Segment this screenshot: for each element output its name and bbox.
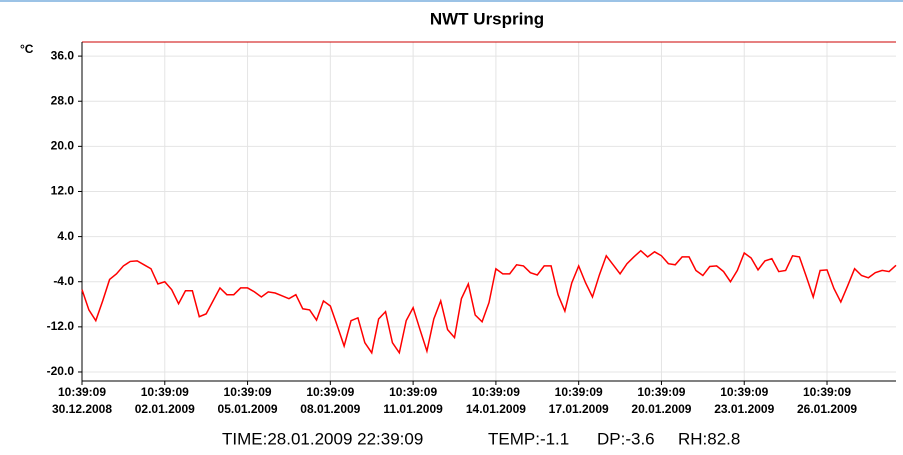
x-tick-label: 14.01.2009 xyxy=(466,402,526,416)
x-tick-label: 05.01.2009 xyxy=(218,402,278,416)
status-time: TIME:28.01.2009 22:39:09 xyxy=(222,429,423,448)
x-tick-label: 02.01.2009 xyxy=(135,402,195,416)
data-line xyxy=(81,249,897,355)
chart-title: NWT Urspring xyxy=(430,9,544,28)
x-tick-label: 10:39:09 xyxy=(224,385,272,399)
status-bar: TIME:28.01.2009 22:39:09 TEMP:-1.1 DP:-3… xyxy=(222,429,740,448)
y-tick-label: 36.0 xyxy=(51,48,75,62)
x-tick-label: 23.01.2009 xyxy=(714,402,774,416)
status-temp: TEMP:-1.1 xyxy=(488,429,569,448)
x-tick-label: 10:39:09 xyxy=(637,385,685,399)
y-tick-label: 4.0 xyxy=(57,229,74,243)
y-tick-label: 20.0 xyxy=(51,139,75,153)
y-unit: °C xyxy=(20,42,34,56)
x-tick-label: 10:39:09 xyxy=(306,385,354,399)
status-dp: DP:-3.6 xyxy=(597,429,655,448)
x-tick-label: 08.01.2009 xyxy=(300,402,360,416)
x-tick-label: 10:39:09 xyxy=(555,385,603,399)
x-tick-label: 26.01.2009 xyxy=(797,402,857,416)
x-tick-label: 20.01.2009 xyxy=(631,402,691,416)
x-tick-label: 11.01.2009 xyxy=(383,402,443,416)
x-tick-label: 10:39:09 xyxy=(720,385,768,399)
x-tick-label: 10:39:09 xyxy=(803,385,851,399)
x-tick-label: 10:39:09 xyxy=(472,385,520,399)
y-tick-label: 28.0 xyxy=(51,93,75,107)
x-tick-label: 30.12.2008 xyxy=(52,402,112,416)
status-rh: RH:82.8 xyxy=(678,429,740,448)
y-tick-label: -20.0 xyxy=(47,364,75,378)
x-tick-label: 10:39:09 xyxy=(389,385,437,399)
x-tick-label: 10:39:09 xyxy=(141,385,189,399)
y-tick-label: -12.0 xyxy=(47,319,75,333)
y-tick-label: 12.0 xyxy=(51,184,75,198)
y-tick-label: -4.0 xyxy=(53,274,74,288)
x-tick-label: 10:39:09 xyxy=(58,385,106,399)
x-tick-label: 17.01.2009 xyxy=(549,402,609,416)
